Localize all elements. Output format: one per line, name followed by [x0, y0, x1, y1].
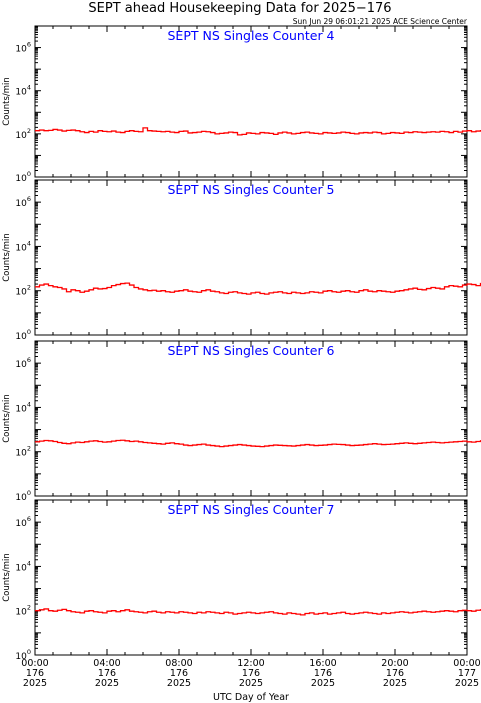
x-axis: 00:00176202504:00176202508:00176202512:0…: [21, 658, 480, 689]
y-tick-label: 106: [15, 515, 31, 529]
x-tick-time: 04:00: [93, 658, 120, 669]
x-tick-year: 2025: [239, 678, 263, 689]
x-tick-day: 176: [26, 668, 44, 679]
y-tick-label: 102: [15, 445, 31, 459]
data-series-line: [35, 282, 481, 295]
x-tick-day: 176: [242, 668, 260, 679]
x-tick-day: 176: [314, 668, 332, 679]
y-axis-label: Counts/min: [2, 394, 12, 443]
panel-frame: [34, 25, 468, 178]
y-tick-label: 102: [15, 284, 31, 298]
panel-title: SEPT NS Singles Counter 7: [167, 502, 334, 517]
y-tick-label: 104: [15, 559, 31, 573]
data-series-line: [35, 608, 481, 616]
panel-frame: [34, 499, 468, 656]
panel-title: SEPT NS Singles Counter 5: [167, 182, 334, 197]
panel-frame: [34, 340, 468, 497]
x-tick-year: 2025: [167, 678, 191, 689]
x-tick-day: 176: [170, 668, 188, 679]
x-axis-label: UTC Day of Year: [213, 692, 289, 703]
x-tick-time: 20:00: [381, 658, 408, 669]
x-tick-day: 177: [458, 668, 476, 679]
y-tick-label: 100: [15, 328, 31, 342]
x-tick-year: 2025: [455, 678, 479, 689]
y-tick-label: 106: [15, 41, 31, 55]
data-series-line: [35, 439, 481, 448]
panels: 100 102 104 106 Counts/min SEPT NS Singles Co…: [2, 25, 481, 662]
panel-title: SEPT NS Singles Counter 4: [167, 28, 334, 43]
x-tick-time: 08:00: [165, 658, 192, 669]
y-tick-label: 104: [15, 400, 31, 414]
y-tick-label: 100: [15, 648, 31, 662]
y-tick-label: 100: [15, 489, 31, 503]
y-tick-label: 104: [15, 84, 31, 98]
panel-title: SEPT NS Singles Counter 6: [167, 343, 334, 358]
y-tick-label: 104: [15, 239, 31, 253]
y-axis-label: Counts/min: [2, 553, 12, 602]
data-series-line: [35, 127, 481, 136]
x-tick-day: 176: [98, 668, 116, 679]
x-tick-time: 00:00: [21, 658, 48, 669]
x-tick-year: 2025: [95, 678, 119, 689]
timestamp-label: Sun Jun 29 06:01:21 2025 ACE Science Cen…: [293, 17, 468, 26]
x-tick-year: 2025: [311, 678, 335, 689]
panel-3: 100 102 104 106 Counts/min SEPT NS Singles Co…: [2, 340, 481, 503]
panel-frame: [34, 179, 468, 336]
figure-title: SEPT ahead Housekeeping Data for 2025−17…: [88, 1, 391, 16]
y-tick-label: 106: [15, 356, 31, 370]
x-tick-time: 00:00: [453, 658, 480, 669]
panel-1: 100 102 104 106 Counts/min SEPT NS Singles Co…: [2, 25, 481, 184]
y-tick-label: 102: [15, 127, 31, 141]
panel-2: 100 102 104 106 Counts/min SEPT NS Singles Co…: [2, 179, 481, 342]
x-tick-year: 2025: [383, 678, 407, 689]
x-tick-time: 12:00: [237, 658, 264, 669]
x-tick-day: 176: [386, 668, 404, 679]
x-tick-time: 16:00: [309, 658, 336, 669]
y-axis-label: Counts/min: [2, 233, 12, 282]
panel-4: 100 102 104 106 Counts/min SEPT NS Singles Co…: [2, 499, 481, 662]
x-tick-year: 2025: [23, 678, 47, 689]
y-tick-label: 100: [15, 170, 31, 184]
y-tick-label: 106: [15, 195, 31, 209]
y-axis-label: Counts/min: [2, 77, 12, 126]
y-tick-label: 102: [15, 604, 31, 618]
